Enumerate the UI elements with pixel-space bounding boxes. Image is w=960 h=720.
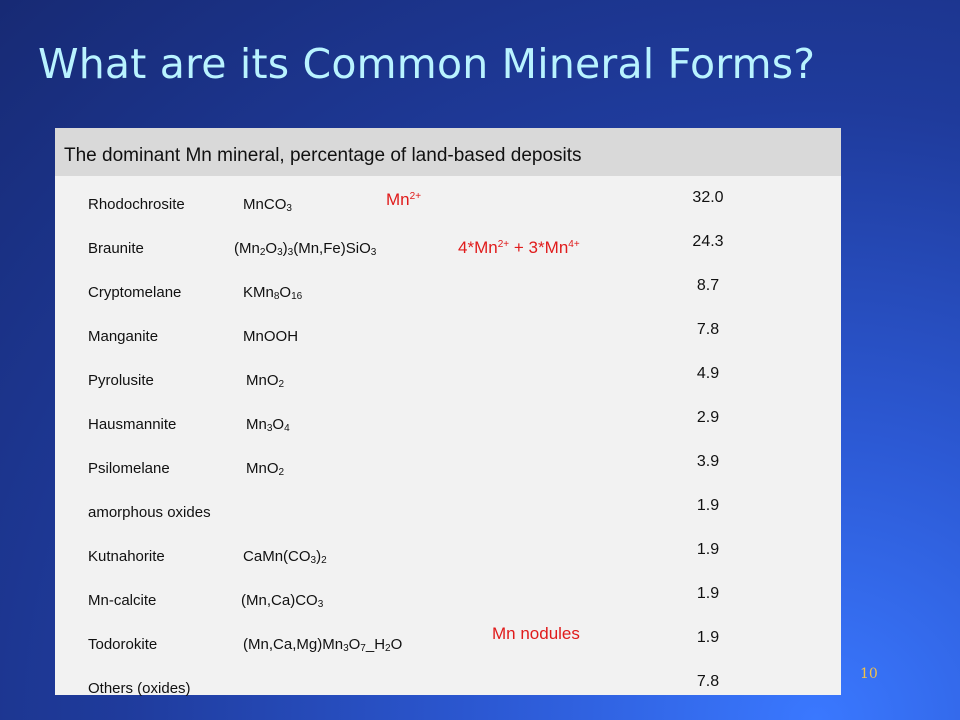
percentage-value: 8.7	[696, 277, 720, 294]
percentage-value: 2.9	[696, 409, 720, 426]
mineral-name: Cryptomelane	[88, 284, 182, 301]
mineral-name: Rhodochrosite	[88, 196, 185, 213]
mineral-name: Others (oxides)	[88, 680, 191, 697]
mn-nodules-annotation: Mn nodules	[492, 624, 580, 643]
mineral-name: Manganite	[88, 328, 159, 345]
mineral-name: Kutnahorite	[88, 548, 165, 565]
table-row: Braunite (Mn2O3)3(Mn,Fe)SiO3 24.3	[55, 220, 841, 264]
percentage-value: 1.9	[696, 541, 720, 558]
mineral-table: The dominant Mn mineral, percentage of l…	[55, 128, 841, 697]
percentage-value: 1.9	[696, 497, 720, 514]
mineral-name: amorphous oxides	[88, 504, 211, 521]
percentage-value: 7.8	[696, 321, 720, 338]
mineral-name: Todorokite	[88, 636, 158, 653]
percentage-value: 4.9	[696, 365, 720, 382]
percentage-value: 32.0	[692, 189, 724, 206]
percentage-value: 1.9	[696, 629, 720, 646]
table-row: Others (oxides) 7.8	[55, 660, 841, 704]
table-row: Pyrolusite MnO2 4.9	[55, 352, 841, 396]
table-row: Kutnahorite CaMn(CO3)2 1.9	[55, 528, 841, 572]
mineral-name: Pyrolusite	[88, 372, 154, 389]
table-row: Manganite MnOOH 7.8	[55, 308, 841, 352]
mineral-formula: (Mn2O3)3(Mn,Fe)SiO3	[234, 240, 377, 258]
mineral-formula: MnOOH	[243, 328, 299, 345]
table-row: amorphous oxides 1.9	[55, 484, 841, 528]
percentage-value: 7.8	[696, 673, 720, 690]
slide-title: What are its Common Mineral Forms?	[38, 40, 816, 88]
table-header-text: The dominant Mn mineral, percentage of l…	[64, 145, 582, 166]
mineral-formula: MnO2	[246, 372, 285, 390]
table-header: The dominant Mn mineral, percentage of l…	[55, 128, 841, 176]
percentage-value: 24.3	[692, 233, 724, 250]
mineral-name: Mn-calcite	[88, 592, 157, 609]
mineral-name: Hausmannite	[88, 416, 177, 433]
mineral-formula: CaMn(CO3)2	[243, 548, 327, 566]
table-row: Psilomelane MnO2 3.9	[55, 440, 841, 484]
mineral-formula: (Mn,Ca)CO3	[241, 592, 324, 610]
table-row: Rhodochrosite MnCO3 32.0	[55, 176, 841, 220]
mineral-formula: (Mn,Ca,Mg)Mn3O7_H2O	[243, 636, 403, 654]
mineral-formula: MnO2	[246, 460, 285, 478]
mixed-valence-annotation: 4*Mn2+ + 3*Mn4+	[458, 238, 580, 257]
percentage-value: 1.9	[696, 585, 720, 602]
page-number: 10	[860, 666, 878, 682]
table-row: Mn-calcite (Mn,Ca)CO3 1.9	[55, 572, 841, 616]
mineral-formula: Mn3O4	[246, 416, 290, 434]
table-row: Todorokite (Mn,Ca,Mg)Mn3O7_H2O 1.9	[55, 616, 841, 660]
mn2-annotation: Mn2+	[386, 190, 422, 209]
table-row: Hausmannite Mn3O4 2.9	[55, 396, 841, 440]
percentage-value: 3.9	[696, 453, 720, 470]
mineral-name: Braunite	[88, 240, 144, 257]
mineral-formula: KMn8O16	[243, 284, 303, 302]
mineral-formula: MnCO3	[243, 196, 292, 214]
mineral-name: Psilomelane	[88, 460, 170, 477]
table-row: Cryptomelane KMn8O16 8.7	[55, 264, 841, 308]
